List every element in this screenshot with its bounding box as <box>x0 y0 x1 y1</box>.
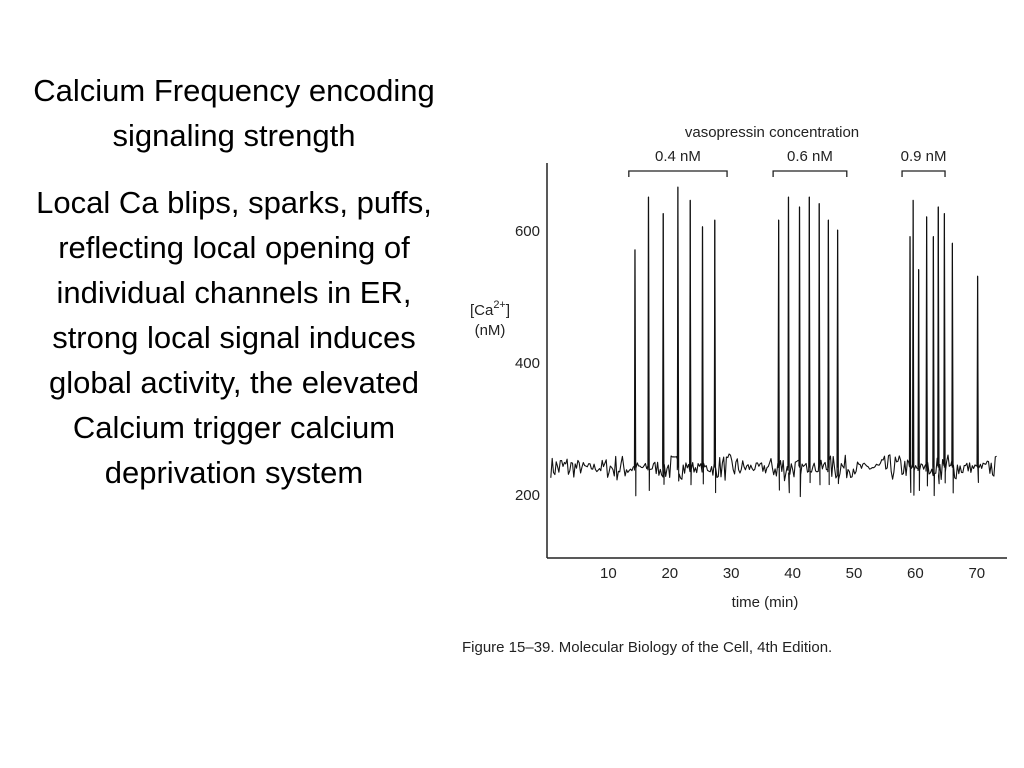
calcium-trace <box>550 186 997 498</box>
chart-axes <box>546 163 1007 559</box>
y-tick-label: 600 <box>515 223 540 240</box>
stimulation-brackets: 0.4 nM 0.6 nM 0.9 nM <box>628 148 947 177</box>
x-tick-label: 70 <box>968 565 985 582</box>
slide-body-text: Local Ca blips, sparks, puffs, reflectin… <box>36 185 432 490</box>
y-axis-label: [Ca2+] <box>470 299 510 319</box>
slide-title: Calcium Frequency encoding signaling str… <box>33 73 435 153</box>
x-tick-label: 30 <box>723 565 740 582</box>
calcium-trace-line <box>550 186 997 498</box>
y-tick-label: 400 <box>515 355 540 372</box>
y-tick-label: 200 <box>515 487 540 504</box>
x-tick-labels: 10 20 30 40 50 60 70 <box>600 565 985 582</box>
slide-text-block: Calcium Frequency encoding signaling str… <box>14 68 454 495</box>
stimulation-bracket <box>772 170 848 177</box>
x-tick-label: 10 <box>600 565 617 582</box>
y-tick-labels: 200 400 600 <box>515 223 540 504</box>
stimulation-bracket <box>628 170 728 177</box>
y-axis-unit: (nM) <box>475 322 506 339</box>
stimulation-label: 0.4 nM <box>655 148 701 165</box>
stimulation-bracket <box>901 170 946 177</box>
x-tick-label: 60 <box>907 565 924 582</box>
figure-caption: Figure 15–39. Molecular Biology of the C… <box>462 639 832 656</box>
stimulation-label: 0.6 nM <box>787 148 833 165</box>
x-tick-label: 50 <box>846 565 863 582</box>
stimulation-label: 0.9 nM <box>901 148 947 165</box>
chart-title: vasopressin concentration <box>685 124 859 141</box>
x-tick-label: 40 <box>784 565 801 582</box>
x-axis-label: time (min) <box>732 594 799 611</box>
x-tick-label: 20 <box>661 565 678 582</box>
